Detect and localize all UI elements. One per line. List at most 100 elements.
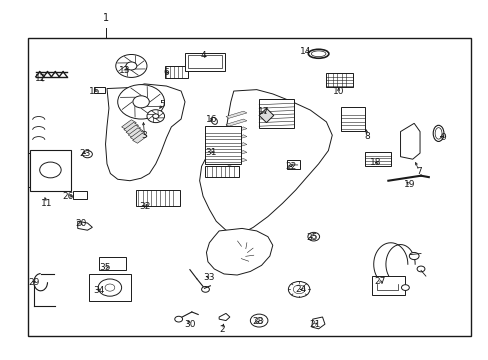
Polygon shape <box>126 125 141 135</box>
Bar <box>184 53 224 71</box>
Text: 28: 28 <box>252 317 264 326</box>
Ellipse shape <box>434 128 441 139</box>
Ellipse shape <box>211 117 217 124</box>
Text: 13: 13 <box>119 66 130 75</box>
Bar <box>205 166 238 177</box>
Text: 5: 5 <box>160 100 165 109</box>
Text: 14: 14 <box>299 47 310 56</box>
Polygon shape <box>105 84 184 181</box>
Polygon shape <box>206 228 272 275</box>
Circle shape <box>147 110 164 123</box>
Circle shape <box>401 285 408 291</box>
Circle shape <box>118 85 164 119</box>
Polygon shape <box>132 133 147 143</box>
Bar <box>73 191 86 199</box>
Circle shape <box>201 287 209 292</box>
Circle shape <box>116 54 147 77</box>
Circle shape <box>152 114 159 118</box>
Ellipse shape <box>308 49 328 58</box>
Bar <box>204 126 241 164</box>
Bar <box>259 99 294 128</box>
Bar <box>287 160 299 169</box>
Circle shape <box>311 235 316 238</box>
Bar <box>27 39 470 336</box>
Text: 3: 3 <box>142 131 147 140</box>
Text: 6: 6 <box>163 68 169 77</box>
Polygon shape <box>225 150 246 158</box>
Circle shape <box>105 284 115 291</box>
Text: 4: 4 <box>200 51 205 60</box>
Text: 9: 9 <box>440 133 446 142</box>
Polygon shape <box>225 111 246 118</box>
Polygon shape <box>128 128 142 138</box>
Text: 17: 17 <box>258 107 269 116</box>
Circle shape <box>82 150 92 158</box>
Circle shape <box>416 266 424 272</box>
Text: 7: 7 <box>415 167 421 176</box>
Text: 30: 30 <box>184 320 195 329</box>
Circle shape <box>174 316 182 322</box>
Bar <box>136 190 180 206</box>
Text: 26: 26 <box>62 192 74 201</box>
Text: 27: 27 <box>374 276 385 285</box>
Circle shape <box>98 279 122 296</box>
Text: 34: 34 <box>93 286 104 295</box>
Ellipse shape <box>311 51 325 57</box>
Bar <box>188 55 221 68</box>
Circle shape <box>307 232 319 241</box>
Bar <box>89 274 131 301</box>
Text: 23: 23 <box>79 149 90 158</box>
Polygon shape <box>225 143 246 150</box>
Circle shape <box>255 318 263 323</box>
Text: 10: 10 <box>332 86 344 95</box>
Bar <box>365 152 390 166</box>
Text: 22: 22 <box>285 162 296 171</box>
Text: 18: 18 <box>369 158 381 167</box>
Polygon shape <box>225 127 246 134</box>
Bar <box>94 87 105 93</box>
Circle shape <box>40 162 61 178</box>
Circle shape <box>408 252 418 260</box>
Text: 19: 19 <box>403 180 414 189</box>
Text: 11: 11 <box>41 199 53 208</box>
Text: 16: 16 <box>205 115 217 124</box>
Polygon shape <box>400 123 419 159</box>
Circle shape <box>133 96 149 108</box>
Polygon shape <box>225 135 246 142</box>
Ellipse shape <box>432 125 443 141</box>
Circle shape <box>293 285 305 294</box>
Polygon shape <box>123 122 138 132</box>
Text: 33: 33 <box>203 273 215 282</box>
Text: 1: 1 <box>102 13 108 23</box>
Polygon shape <box>122 120 136 130</box>
Text: 12: 12 <box>35 75 46 84</box>
Bar <box>371 276 405 296</box>
Bar <box>30 149 71 191</box>
Circle shape <box>288 282 309 297</box>
Text: 25: 25 <box>305 233 317 242</box>
Polygon shape <box>78 221 92 230</box>
Text: 35: 35 <box>100 264 111 273</box>
Polygon shape <box>219 314 229 320</box>
Text: 2: 2 <box>219 325 225 334</box>
Text: 8: 8 <box>364 132 369 141</box>
Polygon shape <box>225 119 246 126</box>
Bar <box>340 107 365 131</box>
Text: 20: 20 <box>75 219 87 228</box>
Circle shape <box>125 62 137 70</box>
Text: 32: 32 <box>139 202 150 211</box>
Bar <box>326 73 352 87</box>
Text: 31: 31 <box>205 148 217 157</box>
Text: 29: 29 <box>28 278 40 287</box>
Polygon shape <box>199 90 331 234</box>
Text: 15: 15 <box>88 86 100 95</box>
Polygon shape <box>259 108 273 123</box>
Text: 24: 24 <box>294 285 305 294</box>
Circle shape <box>250 314 267 327</box>
Bar <box>99 257 126 270</box>
Polygon shape <box>225 158 246 166</box>
Polygon shape <box>130 131 145 140</box>
Polygon shape <box>311 317 325 329</box>
Bar <box>164 66 187 78</box>
Text: 21: 21 <box>309 320 320 329</box>
